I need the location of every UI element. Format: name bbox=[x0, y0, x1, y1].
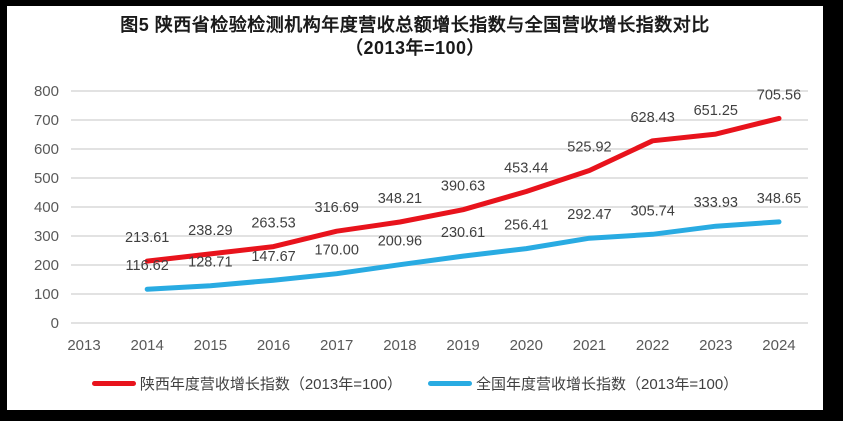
data-label-shaanxi: 263.53 bbox=[251, 216, 295, 232]
y-axis-tick-label: 800 bbox=[34, 83, 59, 100]
x-axis-tick-label: 2013 bbox=[67, 337, 100, 354]
chart-title-line2: （2013年=100） bbox=[344, 38, 486, 58]
data-label-national: 348.65 bbox=[757, 191, 801, 207]
x-axis-tick-label: 2019 bbox=[446, 337, 479, 354]
data-label-shaanxi: 316.69 bbox=[315, 200, 359, 216]
x-axis-tick-label: 2020 bbox=[510, 337, 543, 354]
chart-legend: 陕西年度营收增长指数（2013年=100） 全国年度营收增长指数（2013年=1… bbox=[7, 373, 823, 394]
data-label-national: 292.47 bbox=[567, 207, 611, 223]
data-label-national: 230.61 bbox=[441, 225, 485, 241]
data-label-shaanxi: 348.21 bbox=[378, 191, 422, 207]
y-axis-tick-label: 100 bbox=[34, 286, 59, 303]
x-axis-tick-label: 2022 bbox=[636, 337, 669, 354]
y-axis-tick-label: 0 bbox=[51, 315, 59, 332]
data-label-shaanxi: 628.43 bbox=[630, 110, 674, 126]
legend-swatch-national-line bbox=[428, 381, 472, 386]
x-axis-tick-label: 2015 bbox=[194, 337, 227, 354]
line-chart: 0 100 200 300 400 500 600 700 800 2013 2014 2015 201… bbox=[34, 83, 808, 354]
data-label-national: 128.71 bbox=[188, 255, 232, 271]
data-label-shaanxi: 453.44 bbox=[504, 161, 548, 177]
y-axis-tick-label: 600 bbox=[34, 141, 59, 158]
legend-item-shaanxi: 陕西年度营收增长指数（2013年=100） bbox=[91, 373, 402, 394]
legend-label-national: 全国年度营收增长指数（2013年=100） bbox=[476, 376, 739, 393]
data-label-shaanxi: 705.56 bbox=[757, 87, 801, 103]
data-label-shaanxi: 525.92 bbox=[567, 139, 611, 155]
x-axis-tick-label: 2023 bbox=[699, 337, 732, 354]
data-label-national: 200.96 bbox=[378, 234, 422, 250]
series-line-national bbox=[144, 219, 782, 292]
series-line-shaanxi bbox=[144, 115, 782, 264]
data-label-national: 256.41 bbox=[504, 218, 548, 234]
data-label-national: 333.93 bbox=[694, 195, 738, 211]
legend-label-shaanxi: 陕西年度营收增长指数（2013年=100） bbox=[139, 376, 402, 393]
x-axis-tick-label: 2014 bbox=[130, 337, 163, 354]
chart-title: 图5 陕西省检验检测机构年度营收总额增长指数与全国营收增长指数对比 （2013年… bbox=[7, 14, 823, 60]
data-label-shaanxi: 238.29 bbox=[188, 223, 232, 239]
x-axis-tick-label: 2016 bbox=[257, 337, 290, 354]
y-axis-tick-label: 400 bbox=[34, 199, 59, 216]
x-axis-tick-label: 2021 bbox=[573, 337, 606, 354]
y-axis-tick-label: 200 bbox=[34, 257, 59, 274]
data-label-shaanxi: 213.61 bbox=[125, 230, 169, 246]
chart-panel: 0 100 200 300 400 500 600 700 800 2013 2014 2015 201… bbox=[7, 6, 823, 410]
x-axis-tick-label: 2018 bbox=[383, 337, 416, 354]
data-label-shaanxi: 390.63 bbox=[441, 179, 485, 195]
chart-title-line1: 图5 陕西省检验检测机构年度营收总额增长指数与全国营收增长指数对比 bbox=[120, 15, 710, 35]
x-axis-tick-label: 2017 bbox=[320, 337, 353, 354]
data-label-national: 305.74 bbox=[630, 203, 674, 219]
y-axis-tick-label: 300 bbox=[34, 228, 59, 245]
legend-item-national: 全国年度营收增长指数（2013年=100） bbox=[428, 373, 738, 394]
y-axis-tick-label: 700 bbox=[34, 112, 59, 129]
data-label-national: 170.00 bbox=[315, 243, 359, 259]
x-axis-tick-label: 2024 bbox=[762, 337, 795, 354]
data-label-national: 147.67 bbox=[251, 249, 295, 265]
data-label-shaanxi: 651.25 bbox=[694, 103, 738, 119]
data-label-national: 116.62 bbox=[126, 258, 169, 274]
legend-swatch-shaanxi-line bbox=[91, 381, 136, 386]
y-axis-tick-label: 500 bbox=[34, 170, 59, 187]
